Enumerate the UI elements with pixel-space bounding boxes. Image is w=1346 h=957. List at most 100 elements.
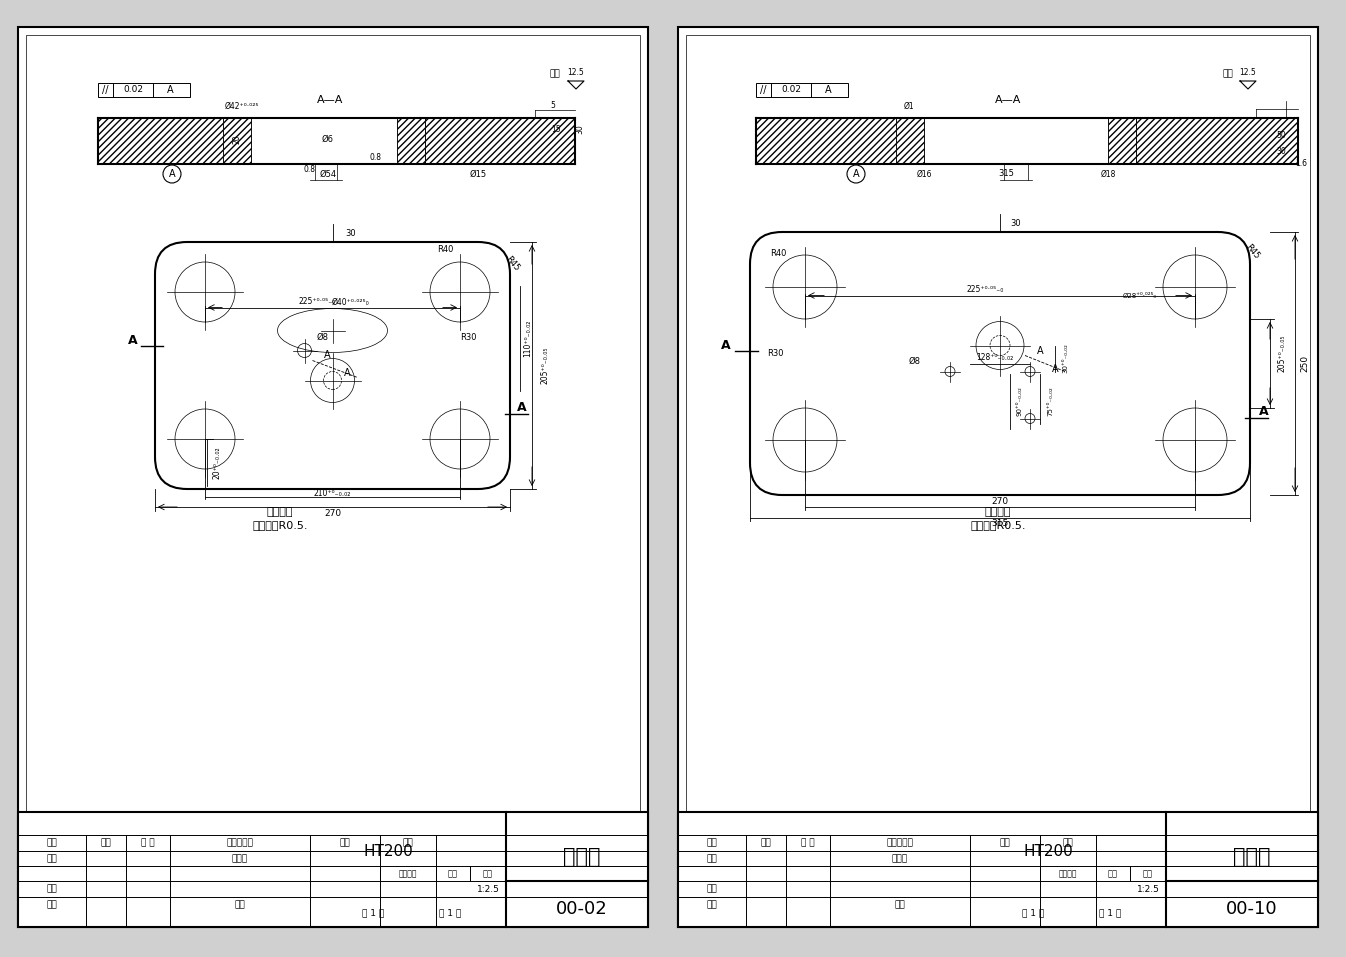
Text: 批准: 批准 bbox=[895, 901, 906, 909]
Text: 110⁺⁰₋₀.₀₂: 110⁺⁰₋₀.₀₂ bbox=[524, 320, 533, 357]
Text: 签名: 签名 bbox=[1000, 838, 1011, 848]
Bar bbox=[896, 118, 1136, 164]
Text: 标准化: 标准化 bbox=[232, 855, 248, 863]
Text: R30: R30 bbox=[767, 349, 783, 358]
Text: 审核: 审核 bbox=[707, 884, 717, 894]
Text: R45: R45 bbox=[503, 255, 521, 273]
Text: 批准: 批准 bbox=[234, 901, 245, 909]
Text: 下模座: 下模座 bbox=[1233, 847, 1271, 867]
Bar bbox=[1108, 118, 1136, 164]
Text: Ø8: Ø8 bbox=[909, 357, 921, 366]
Text: 30: 30 bbox=[1011, 219, 1022, 229]
Text: 30: 30 bbox=[345, 230, 355, 238]
Text: 225⁺⁰·⁰⁵₋₀: 225⁺⁰·⁰⁵₋₀ bbox=[299, 297, 336, 306]
Text: HT200: HT200 bbox=[363, 843, 413, 858]
Text: 205⁺⁰₋₀.₀₅: 205⁺⁰₋₀.₀₅ bbox=[541, 346, 549, 385]
Text: 270: 270 bbox=[324, 508, 341, 518]
Text: 其余: 其余 bbox=[1222, 70, 1233, 78]
Text: 270: 270 bbox=[992, 498, 1008, 506]
Text: A: A bbox=[721, 339, 731, 352]
Text: 205⁺⁰₋₀.₀₅: 205⁺⁰₋₀.₀₅ bbox=[1277, 335, 1287, 372]
Text: 审核: 审核 bbox=[47, 884, 58, 894]
Text: 标记: 标记 bbox=[47, 838, 58, 848]
Text: 第 1 张: 第 1 张 bbox=[1098, 908, 1121, 918]
Text: 技术要求: 技术要求 bbox=[267, 507, 293, 517]
Text: 分 区: 分 区 bbox=[801, 838, 814, 848]
Text: A: A bbox=[168, 169, 175, 179]
Bar bbox=[425, 118, 575, 164]
Bar bbox=[756, 83, 848, 97]
Text: 315: 315 bbox=[999, 169, 1014, 179]
Text: 技术要求: 技术要求 bbox=[985, 507, 1011, 517]
Text: R40: R40 bbox=[770, 250, 786, 258]
Bar bbox=[98, 118, 223, 164]
Text: 设计: 设计 bbox=[47, 855, 58, 863]
Bar bbox=[896, 118, 923, 164]
Text: 0.02: 0.02 bbox=[122, 85, 143, 95]
Text: Ø1: Ø1 bbox=[903, 101, 914, 110]
Text: 15: 15 bbox=[552, 124, 561, 133]
Bar bbox=[397, 118, 425, 164]
Text: A: A bbox=[1036, 346, 1043, 357]
Text: 250: 250 bbox=[1300, 355, 1310, 372]
Text: Ø54: Ø54 bbox=[319, 169, 336, 179]
Bar bbox=[223, 118, 425, 164]
Text: Ø8: Ø8 bbox=[316, 333, 328, 342]
Text: 第 1 张: 第 1 张 bbox=[439, 908, 462, 918]
Text: 分 区: 分 区 bbox=[141, 838, 155, 848]
Text: 5: 5 bbox=[551, 101, 556, 110]
Text: 年月: 年月 bbox=[1062, 838, 1073, 848]
Bar bbox=[17, 812, 647, 927]
Bar bbox=[98, 83, 190, 97]
Text: 更改文件名: 更改文件名 bbox=[887, 838, 914, 848]
Text: A: A bbox=[1051, 364, 1058, 373]
Text: 比例: 比例 bbox=[1143, 870, 1154, 879]
Text: //: // bbox=[102, 85, 108, 95]
Polygon shape bbox=[1240, 81, 1256, 89]
Bar bbox=[756, 118, 896, 164]
Ellipse shape bbox=[277, 308, 388, 352]
Text: 工艺: 工艺 bbox=[47, 901, 58, 909]
Text: 共 1 张: 共 1 张 bbox=[362, 908, 384, 918]
Text: 阶段标记: 阶段标记 bbox=[1059, 870, 1077, 879]
Circle shape bbox=[163, 165, 180, 183]
Text: 210⁺⁰₋₀.₀₂: 210⁺⁰₋₀.₀₂ bbox=[314, 489, 351, 499]
Text: 00-02: 00-02 bbox=[556, 900, 608, 918]
Bar bbox=[686, 35, 1310, 919]
Text: 0.02: 0.02 bbox=[781, 85, 801, 95]
Text: 设计: 设计 bbox=[707, 855, 717, 863]
Text: A: A bbox=[167, 85, 174, 95]
Text: HT200: HT200 bbox=[1023, 843, 1073, 858]
Text: Ø42⁺⁰·⁰²⁵: Ø42⁺⁰·⁰²⁵ bbox=[225, 101, 260, 110]
Text: 其余: 其余 bbox=[549, 70, 560, 78]
Text: Ø6: Ø6 bbox=[322, 135, 334, 144]
Text: 0.8: 0.8 bbox=[369, 152, 381, 162]
Text: 标记: 标记 bbox=[707, 838, 717, 848]
Text: 上模座: 上模座 bbox=[563, 847, 600, 867]
Text: R40: R40 bbox=[437, 246, 454, 255]
Text: 处数: 处数 bbox=[760, 838, 771, 848]
Text: 315: 315 bbox=[992, 519, 1008, 527]
Text: 30⁺⁰₋₀.₀₂: 30⁺⁰₋₀.₀₂ bbox=[1062, 344, 1067, 373]
Text: 1:2.5: 1:2.5 bbox=[1136, 884, 1159, 894]
Bar bbox=[17, 27, 647, 927]
Text: //: // bbox=[759, 85, 766, 95]
Bar bbox=[678, 27, 1318, 927]
Text: 30: 30 bbox=[1276, 147, 1285, 157]
FancyBboxPatch shape bbox=[155, 242, 510, 489]
Text: 各棱倒角R0.5.: 各棱倒角R0.5. bbox=[252, 520, 308, 530]
Text: 重量: 重量 bbox=[1108, 870, 1119, 879]
Bar bbox=[1136, 118, 1298, 164]
Text: 1:2.5: 1:2.5 bbox=[476, 884, 499, 894]
Text: A: A bbox=[852, 169, 859, 179]
Text: 年月: 年月 bbox=[402, 838, 413, 848]
Text: 处数: 处数 bbox=[101, 838, 112, 848]
Text: Ø28⁺⁰·⁰²⁵₀: Ø28⁺⁰·⁰²⁵₀ bbox=[1123, 293, 1158, 299]
Text: 0.8: 0.8 bbox=[304, 166, 316, 174]
Text: 工艺: 工艺 bbox=[707, 901, 717, 909]
Text: R30: R30 bbox=[460, 333, 476, 342]
Text: 12.5: 12.5 bbox=[568, 68, 584, 77]
Text: 20: 20 bbox=[233, 134, 241, 144]
Text: A: A bbox=[517, 401, 526, 414]
Text: R45: R45 bbox=[1244, 243, 1261, 261]
